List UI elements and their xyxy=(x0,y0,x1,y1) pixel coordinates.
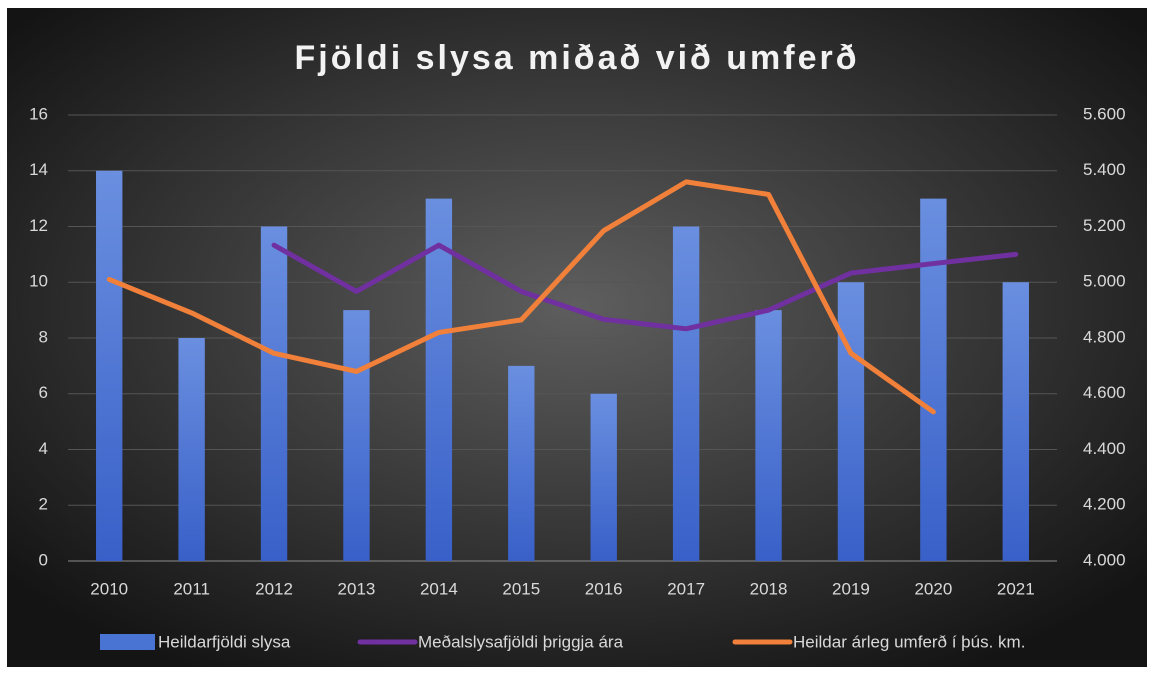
y-tick-label: 8 xyxy=(39,327,48,346)
x-tick-label: 2013 xyxy=(338,579,376,598)
y-tick-label: 12 xyxy=(29,216,48,235)
x-tick-label: 2018 xyxy=(750,579,788,598)
bar xyxy=(343,310,370,561)
bar xyxy=(1002,282,1029,561)
y-tick-label: 4 xyxy=(39,439,48,458)
chart-title: Fjöldi slysa miðað við umferð xyxy=(295,39,860,77)
y-tick-label: 0 xyxy=(39,550,48,569)
legend-label: Meðalslysafjöldi þriggja ára xyxy=(418,632,624,651)
x-tick-label: 2020 xyxy=(914,579,952,598)
legend-label: Heildarfjöldi slysa xyxy=(158,632,291,651)
x-tick-label: 2014 xyxy=(420,579,458,598)
line-series xyxy=(271,242,1019,332)
legend-swatch xyxy=(100,634,155,650)
x-tick-label: 2019 xyxy=(832,579,870,598)
x-tick-label: 2015 xyxy=(502,579,540,598)
y-tick-label: 16 xyxy=(29,104,48,123)
bar xyxy=(590,393,617,561)
y2-tick-label: 5.400 xyxy=(1083,160,1126,179)
y-tick-label: 14 xyxy=(29,160,48,179)
bar xyxy=(96,170,123,561)
bar xyxy=(920,198,947,561)
bar xyxy=(508,365,535,561)
bar xyxy=(755,310,782,561)
y2-tick-label: 4.000 xyxy=(1083,550,1126,569)
x-tick-label: 2011 xyxy=(173,579,210,598)
bar xyxy=(260,226,288,561)
x-tick-label: 2012 xyxy=(255,579,293,598)
y-tick-label: 6 xyxy=(39,383,48,402)
legend-label: Heildar árleg umferð í þús. km. xyxy=(793,632,1025,651)
y-tick-label: 10 xyxy=(29,272,48,291)
y2-tick-label: 5.600 xyxy=(1083,104,1126,123)
bar xyxy=(672,226,700,561)
line-series xyxy=(106,179,936,415)
x-tick-label: 2017 xyxy=(667,579,705,598)
y-tick-label: 2 xyxy=(39,495,48,514)
y2-tick-label: 5.000 xyxy=(1083,272,1126,291)
x-tick-label: 2016 xyxy=(585,579,623,598)
bar xyxy=(178,338,205,561)
bar xyxy=(425,198,453,561)
y2-tick-label: 4.800 xyxy=(1083,327,1126,346)
y2-tick-label: 4.200 xyxy=(1083,495,1126,514)
x-tick-label: 2021 xyxy=(997,579,1035,598)
y2-tick-label: 5.200 xyxy=(1083,216,1126,235)
bar xyxy=(837,282,865,561)
y2-tick-label: 4.400 xyxy=(1083,439,1126,458)
y2-tick-label: 4.600 xyxy=(1083,383,1126,402)
x-tick-label: 2010 xyxy=(90,579,128,598)
